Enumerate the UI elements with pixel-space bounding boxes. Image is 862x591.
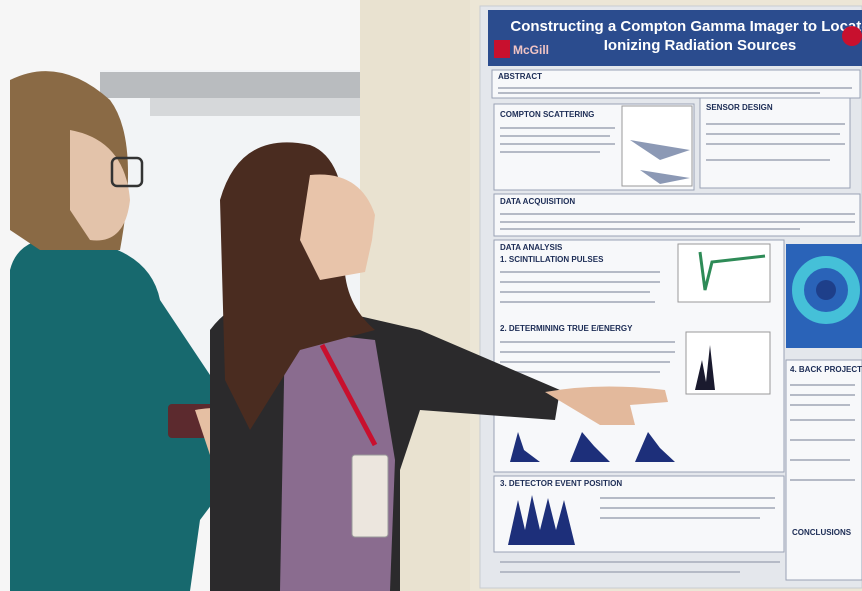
poster-title: Ionizing Radiation Sources bbox=[604, 37, 797, 54]
panel bbox=[493, 475, 785, 553]
section-heading: 3. DETECTOR EVENT POSITION bbox=[500, 479, 622, 488]
diagram bbox=[630, 140, 690, 184]
section-heading: 2. DETERMINING TRUE E/ENERGY bbox=[500, 324, 633, 333]
poster-title: Constructing a Compton Gamma Imager to L… bbox=[510, 18, 862, 35]
name-badge bbox=[351, 454, 389, 538]
section-heading: 1. SCINTILLATION PULSES bbox=[500, 255, 604, 264]
person-face bbox=[300, 174, 375, 280]
section-heading: SENSOR DESIGN bbox=[706, 103, 773, 112]
poster-header bbox=[488, 10, 862, 66]
panel bbox=[785, 359, 862, 581]
section-heading: COMPTON SCATTERING bbox=[500, 110, 594, 119]
heatmap-ring bbox=[792, 256, 860, 324]
logo bbox=[842, 26, 862, 46]
histograms bbox=[508, 432, 675, 545]
body-text bbox=[498, 87, 855, 573]
window-frame bbox=[150, 98, 360, 116]
pointing-hand bbox=[545, 386, 668, 425]
institution: McGill bbox=[513, 43, 549, 57]
plot-line bbox=[698, 251, 766, 291]
lanyard bbox=[319, 343, 378, 447]
person-jacket bbox=[10, 238, 240, 591]
window-frame bbox=[100, 72, 360, 98]
section-heading: DATA ANALYSIS bbox=[500, 243, 563, 252]
section-heading: 4. BACK PROJECTION bbox=[790, 365, 862, 374]
section-heading: CONCLUSIONS bbox=[792, 528, 852, 537]
logo bbox=[494, 40, 510, 58]
histogram bbox=[695, 345, 715, 390]
section-heading: DATA ACQUISITION bbox=[500, 197, 575, 206]
glasses bbox=[110, 156, 144, 188]
section-heading: ABSTRACT bbox=[498, 72, 542, 81]
plot bbox=[677, 243, 771, 303]
heatmap-core bbox=[816, 280, 836, 300]
